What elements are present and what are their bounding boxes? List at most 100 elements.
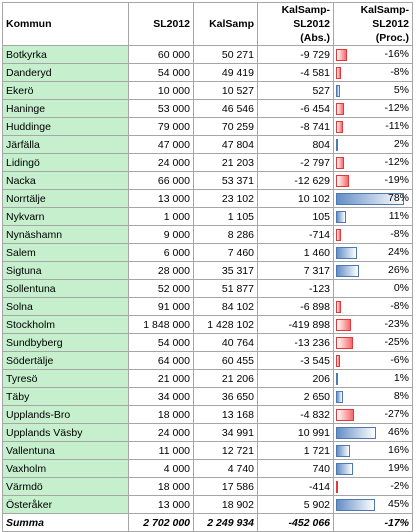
kommun-cell[interactable]: Upplands Väsby <box>2 423 129 442</box>
abs-cell[interactable]: 2 650 <box>257 387 334 406</box>
kalsamp-cell[interactable]: 10 527 <box>193 81 258 100</box>
kalsamp-cell[interactable]: 21 206 <box>193 369 258 388</box>
sl2012-cell[interactable]: 28 000 <box>128 261 194 280</box>
proc-cell[interactable]: -23% <box>333 315 413 334</box>
kalsamp-cell[interactable]: 13 168 <box>193 405 258 424</box>
sl2012-cell[interactable]: 6 000 <box>128 243 194 262</box>
proc-cell[interactable]: -19% <box>333 171 413 190</box>
proc-cell[interactable]: 19% <box>333 459 413 478</box>
proc-cell[interactable]: -8% <box>333 297 413 316</box>
kalsamp-cell[interactable]: 46 546 <box>193 99 258 118</box>
kommun-cell[interactable]: Tyresö <box>2 369 129 388</box>
abs-cell[interactable]: -13 236 <box>257 333 334 352</box>
proc-cell[interactable]: -2% <box>333 477 413 496</box>
proc-cell[interactable]: -8% <box>333 225 413 244</box>
kommun-cell[interactable]: Nykvarn <box>2 207 129 226</box>
abs-cell[interactable]: 5 902 <box>257 495 334 514</box>
abs-cell[interactable]: -6 454 <box>257 99 334 118</box>
proc-cell[interactable]: 46% <box>333 423 413 442</box>
summa-kalsamp[interactable]: 2 249 934 <box>193 513 258 532</box>
header-kommun[interactable]: Kommun <box>2 2 129 46</box>
abs-cell[interactable]: 804 <box>257 135 334 154</box>
abs-cell[interactable]: -419 898 <box>257 315 334 334</box>
kommun-cell[interactable]: Haninge <box>2 99 129 118</box>
kommun-cell[interactable]: Sundbyberg <box>2 333 129 352</box>
kalsamp-cell[interactable]: 34 991 <box>193 423 258 442</box>
sl2012-cell[interactable]: 34 000 <box>128 387 194 406</box>
sl2012-cell[interactable]: 11 000 <box>128 441 194 460</box>
abs-cell[interactable]: 10 102 <box>257 189 334 208</box>
kommun-cell[interactable]: Ekerö <box>2 81 129 100</box>
sl2012-cell[interactable]: 54 000 <box>128 333 194 352</box>
header-proc[interactable]: KalSamp-SL2012 (Proc.) <box>333 2 413 46</box>
kommun-cell[interactable]: Österåker <box>2 495 129 514</box>
sl2012-cell[interactable]: 54 000 <box>128 63 194 82</box>
proc-cell[interactable]: 0% <box>333 279 413 298</box>
header-abs[interactable]: KalSamp-SL2012 (Abs.) <box>257 2 334 46</box>
sl2012-cell[interactable]: 66 000 <box>128 171 194 190</box>
abs-cell[interactable]: -123 <box>257 279 334 298</box>
sl2012-cell[interactable]: 52 000 <box>128 279 194 298</box>
kommun-cell[interactable]: Salem <box>2 243 129 262</box>
proc-cell[interactable]: -25% <box>333 333 413 352</box>
kalsamp-cell[interactable]: 1 428 102 <box>193 315 258 334</box>
kommun-cell[interactable]: Huddinge <box>2 117 129 136</box>
sl2012-cell[interactable]: 53 000 <box>128 99 194 118</box>
header-kalsamp[interactable]: KalSamp <box>193 2 258 46</box>
proc-cell[interactable]: 2% <box>333 135 413 154</box>
kalsamp-cell[interactable]: 21 203 <box>193 153 258 172</box>
proc-cell[interactable]: 26% <box>333 261 413 280</box>
abs-cell[interactable]: -12 629 <box>257 171 334 190</box>
abs-cell[interactable]: 7 317 <box>257 261 334 280</box>
kalsamp-cell[interactable]: 84 102 <box>193 297 258 316</box>
abs-cell[interactable]: 105 <box>257 207 334 226</box>
kalsamp-cell[interactable]: 35 317 <box>193 261 258 280</box>
sl2012-cell[interactable]: 9 000 <box>128 225 194 244</box>
kommun-cell[interactable]: Botkyrka <box>2 45 129 64</box>
abs-cell[interactable]: 527 <box>257 81 334 100</box>
abs-cell[interactable]: -3 545 <box>257 351 334 370</box>
kalsamp-cell[interactable]: 50 271 <box>193 45 258 64</box>
summa-label[interactable]: Summa <box>2 513 129 532</box>
kommun-cell[interactable]: Nacka <box>2 171 129 190</box>
kalsamp-cell[interactable]: 4 740 <box>193 459 258 478</box>
abs-cell[interactable]: 10 991 <box>257 423 334 442</box>
header-sl2012[interactable]: SL2012 <box>128 2 194 46</box>
kommun-cell[interactable]: Värmdö <box>2 477 129 496</box>
sl2012-cell[interactable]: 60 000 <box>128 45 194 64</box>
kalsamp-cell[interactable]: 12 721 <box>193 441 258 460</box>
abs-cell[interactable]: 1 721 <box>257 441 334 460</box>
kalsamp-cell[interactable]: 49 419 <box>193 63 258 82</box>
proc-cell[interactable]: 45% <box>333 495 413 514</box>
kommun-cell[interactable]: Solna <box>2 297 129 316</box>
kalsamp-cell[interactable]: 18 902 <box>193 495 258 514</box>
sl2012-cell[interactable]: 4 000 <box>128 459 194 478</box>
proc-cell[interactable]: 78% <box>333 189 413 208</box>
abs-cell[interactable]: -4 581 <box>257 63 334 82</box>
kommun-cell[interactable]: Täby <box>2 387 129 406</box>
kalsamp-cell[interactable]: 40 764 <box>193 333 258 352</box>
sl2012-cell[interactable]: 18 000 <box>128 477 194 496</box>
abs-cell[interactable]: -6 898 <box>257 297 334 316</box>
kalsamp-cell[interactable]: 1 105 <box>193 207 258 226</box>
kommun-cell[interactable]: Södertälje <box>2 351 129 370</box>
kommun-cell[interactable]: Järfälla <box>2 135 129 154</box>
proc-cell[interactable]: 16% <box>333 441 413 460</box>
proc-cell[interactable]: -6% <box>333 351 413 370</box>
proc-cell[interactable]: 8% <box>333 387 413 406</box>
kalsamp-cell[interactable]: 8 286 <box>193 225 258 244</box>
abs-cell[interactable]: -9 729 <box>257 45 334 64</box>
kalsamp-cell[interactable]: 17 586 <box>193 477 258 496</box>
kalsamp-cell[interactable]: 70 259 <box>193 117 258 136</box>
sl2012-cell[interactable]: 10 000 <box>128 81 194 100</box>
kommun-cell[interactable]: Vaxholm <box>2 459 129 478</box>
abs-cell[interactable]: -714 <box>257 225 334 244</box>
abs-cell[interactable]: 1 460 <box>257 243 334 262</box>
sl2012-cell[interactable]: 18 000 <box>128 405 194 424</box>
proc-cell[interactable]: -11% <box>333 117 413 136</box>
sl2012-cell[interactable]: 64 000 <box>128 351 194 370</box>
kommun-cell[interactable]: Upplands-Bro <box>2 405 129 424</box>
abs-cell[interactable]: -2 797 <box>257 153 334 172</box>
kommun-cell[interactable]: Stockholm <box>2 315 129 334</box>
summa-sl2012[interactable]: 2 702 000 <box>128 513 194 532</box>
